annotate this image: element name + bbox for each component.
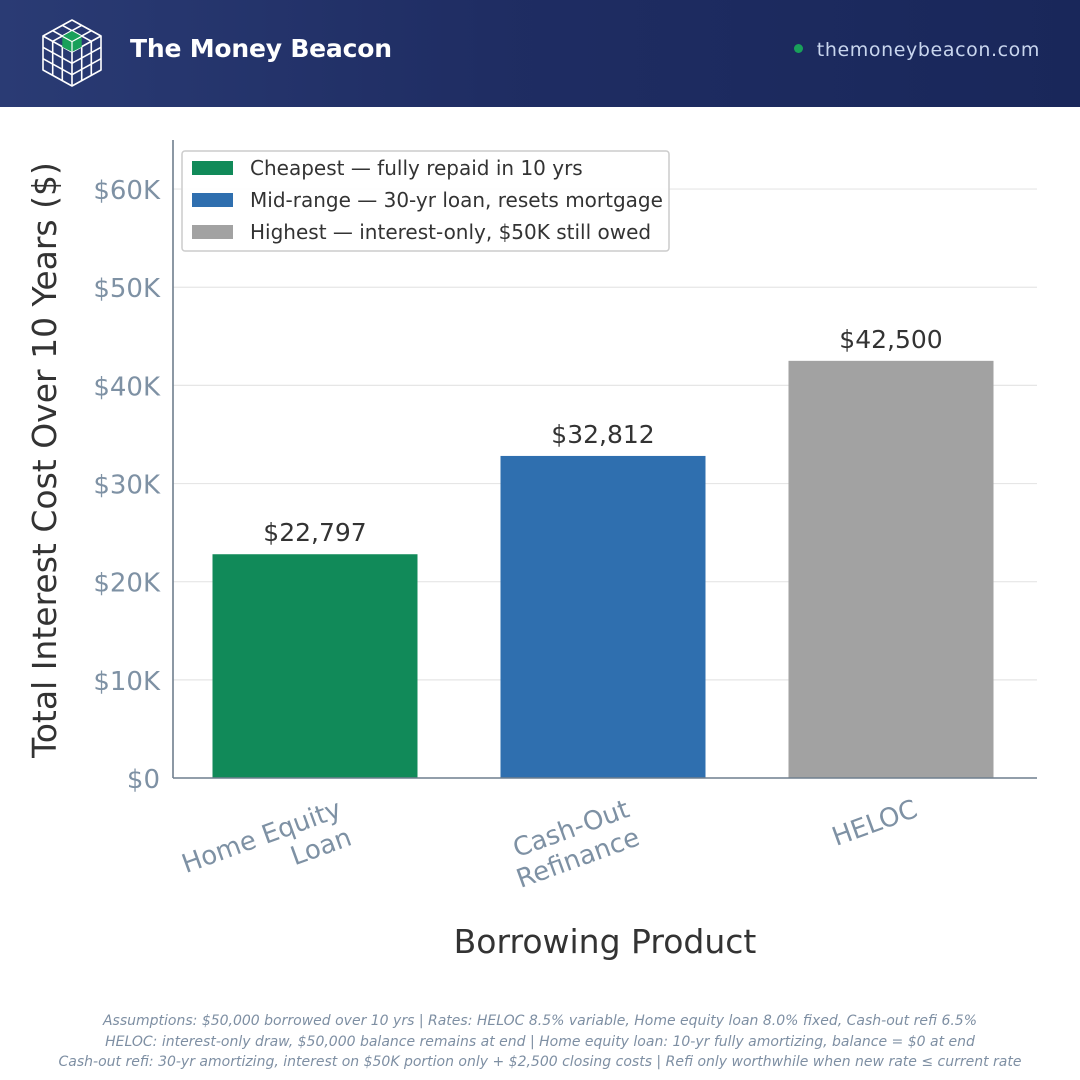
header-bar: The Money Beacon themoneybeacon.com (0, 0, 1080, 107)
footnote-line: HELOC: interest-only draw, $50,000 balan… (105, 1033, 975, 1050)
y-tick-label: $0 (127, 765, 160, 795)
x-axis-title: Borrowing Product (454, 922, 757, 961)
data-label: $42,500 (839, 325, 942, 354)
x-tick-label-line: HELOC (828, 794, 921, 852)
footnotes: Assumptions: $50,000 borrowed over 10 yr… (0, 1011, 1080, 1073)
bar (788, 360, 994, 778)
legend-label: Mid-range — 30-yr loan, resets mortgage (250, 188, 663, 212)
y-tick-label: $10K (93, 667, 161, 697)
legend-label: Highest — interest-only, $50K still owed (250, 220, 651, 244)
bar-chart: $0 $10K $20K $30K $40K $50K $60K $22,797 Home Eq… (25, 140, 1037, 961)
legend-swatch (192, 225, 233, 239)
y-tick-label: $30K (93, 471, 161, 501)
site-url-text: themoneybeacon.com (816, 39, 1040, 61)
site-url[interactable]: themoneybeacon.com (793, 39, 1040, 61)
y-tick-label: $20K (93, 569, 161, 599)
cube-grid-icon (42, 19, 102, 87)
footnote-line: Assumptions: $50,000 borrowed over 10 yr… (102, 1013, 978, 1029)
footnote-line: Cash-out refi: 30-yr amortizing, interes… (58, 1054, 1022, 1070)
data-label: $22,797 (263, 518, 366, 547)
brand-name: The Money Beacon (130, 34, 392, 63)
status-dot-icon (793, 44, 803, 53)
data-label: $32,812 (551, 420, 654, 449)
bar (212, 554, 418, 778)
x-tick-label: Home EquityLoan (178, 794, 356, 908)
legend-swatch (192, 193, 233, 207)
y-tick-label: $40K (93, 372, 161, 402)
bar (500, 455, 706, 778)
y-axis-title: Total Interest Cost Over 10 Years ($) (25, 162, 64, 759)
legend-swatch (192, 161, 233, 175)
y-tick-label: $60K (93, 176, 161, 206)
x-tick-label: Cash-OutRefinance (502, 794, 643, 894)
legend-label: Cheapest — fully repaid in 10 yrs (250, 156, 583, 180)
x-tick-label: HELOC (828, 794, 921, 852)
legend-box (181, 150, 670, 252)
y-tick-label: $50K (93, 274, 161, 304)
